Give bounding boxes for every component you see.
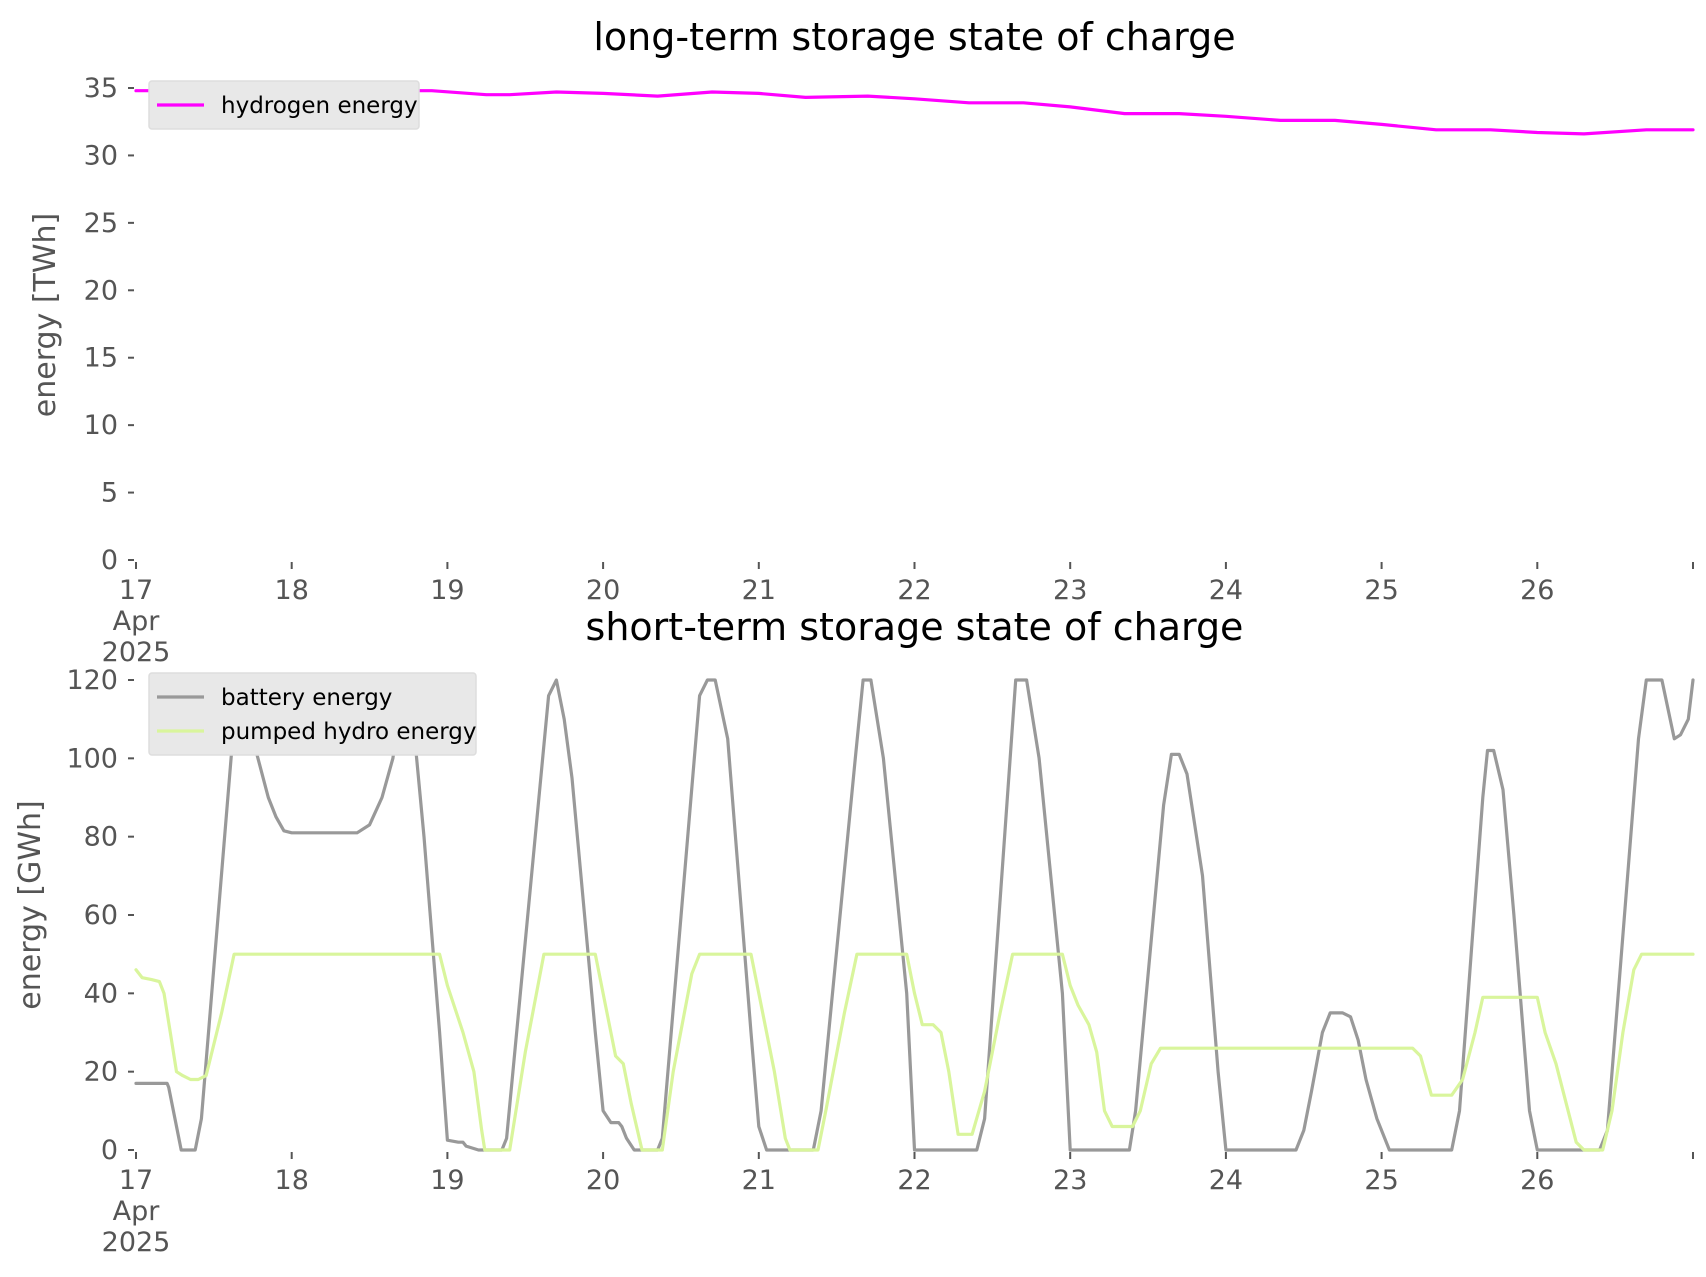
x-tick-label: Apr bbox=[113, 1196, 161, 1227]
x-tick-label: 23 bbox=[1053, 575, 1087, 606]
x-tick-label: 25 bbox=[1364, 1165, 1398, 1196]
y-tick-label: 20 bbox=[84, 1057, 118, 1088]
chart-panel-2: short-term storage state of charge energy… bbox=[13, 605, 1695, 1258]
x-tick-label: 18 bbox=[275, 1165, 309, 1196]
x-tick-label: 21 bbox=[742, 575, 776, 606]
x-tick-label: 23 bbox=[1053, 1165, 1087, 1196]
y-axis-label: energy [TWh] bbox=[28, 213, 63, 417]
x-tick-label: 25 bbox=[1364, 575, 1398, 606]
x-tick-label: 22 bbox=[897, 1165, 931, 1196]
legend: battery energy pumped hydro energy bbox=[148, 672, 477, 756]
y-tick-label: 0 bbox=[101, 1135, 118, 1166]
series-line-pumped-hydro-energy bbox=[134, 952, 1695, 1152]
chart-title: long-term storage state of charge bbox=[593, 15, 1235, 59]
y-tick-label: 100 bbox=[66, 743, 118, 774]
x-tick-label: 2025 bbox=[102, 1227, 171, 1258]
y-tick-label: 0 bbox=[101, 545, 118, 576]
y-tick-label: 80 bbox=[84, 822, 118, 853]
x-tick-label: 19 bbox=[430, 575, 464, 606]
chart-panel-1: long-term storage state of charge energy … bbox=[28, 15, 1695, 668]
series-line-hydrogen-energy bbox=[134, 89, 1695, 136]
x-tick-label: 21 bbox=[742, 1165, 776, 1196]
x-tick-label: 17 bbox=[119, 575, 153, 606]
x-tick-label: 26 bbox=[1520, 575, 1554, 606]
y-axis-label: energy [GWh] bbox=[13, 800, 48, 1009]
x-tick-label: 20 bbox=[586, 575, 620, 606]
x-tick-label: 24 bbox=[1209, 1165, 1243, 1196]
y-tick-label: 20 bbox=[84, 275, 118, 306]
x-tick-label: 18 bbox=[275, 575, 309, 606]
y-tick-label: 60 bbox=[84, 900, 118, 931]
y-tick-label: 25 bbox=[84, 208, 118, 239]
x-tick-label: 2025 bbox=[102, 637, 171, 668]
y-tick-label: 10 bbox=[84, 410, 118, 441]
legend: hydrogen energy bbox=[148, 80, 420, 130]
y-tick-label: 5 bbox=[101, 478, 118, 509]
legend-box bbox=[148, 672, 477, 756]
y-tick-label: 120 bbox=[66, 665, 118, 696]
y-tick-label: 30 bbox=[84, 140, 118, 171]
legend-label: battery energy bbox=[221, 685, 392, 711]
y-tick-label: 40 bbox=[84, 978, 118, 1009]
legend-label: pumped hydro energy bbox=[221, 719, 477, 745]
y-tick-label: 35 bbox=[84, 73, 118, 104]
chart-title: short-term storage state of charge bbox=[586, 605, 1244, 649]
legend-box bbox=[148, 80, 420, 130]
legend-label: hydrogen energy bbox=[221, 93, 418, 119]
x-tick-label: 22 bbox=[897, 575, 931, 606]
x-tick-label: 24 bbox=[1209, 575, 1243, 606]
x-tick-label: 19 bbox=[430, 1165, 464, 1196]
x-tick-label: 20 bbox=[586, 1165, 620, 1196]
x-tick-label: Apr bbox=[113, 606, 161, 637]
x-tick-label: 17 bbox=[119, 1165, 153, 1196]
series-line-battery-energy bbox=[134, 678, 1695, 1152]
y-tick-label: 15 bbox=[84, 343, 118, 374]
x-tick-label: 26 bbox=[1520, 1165, 1554, 1196]
